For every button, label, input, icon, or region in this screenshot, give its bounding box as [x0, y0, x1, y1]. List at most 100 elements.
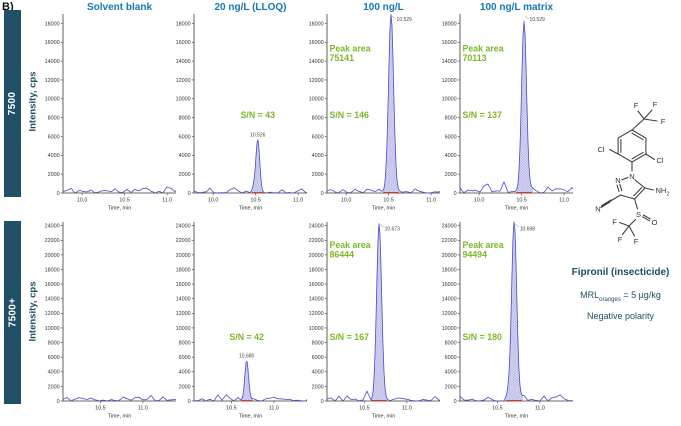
y-tick-label: 4000 — [445, 370, 457, 376]
x-axis-title: Time, min — [108, 206, 131, 212]
y-tick-label: 20000 — [309, 253, 324, 259]
peak-fill — [382, 14, 401, 194]
y-tick-label: 14000 — [442, 59, 457, 65]
atom-label-N: N — [615, 176, 620, 185]
y-tick-label: 0 — [57, 399, 60, 405]
sn-label: S/N = 180 — [463, 332, 502, 342]
y-tick-label: 2000 — [179, 384, 191, 390]
y-tick-label: 10000 — [45, 326, 60, 332]
x-tick-label: 10.0 — [208, 197, 219, 203]
panel-title-solvent-blank: Solvent blank — [86, 2, 152, 13]
compound-polarity: Negative polarity — [586, 311, 655, 321]
axis-frame — [193, 14, 307, 194]
y-tick-label: 16000 — [309, 282, 324, 288]
y-tick-label: 22000 — [176, 238, 191, 244]
rt-label: 10.529 — [397, 17, 413, 23]
y-tick-label: 10000 — [442, 326, 457, 332]
peak-area-label: 94494 — [463, 250, 488, 260]
mrl-prefix: MRL — [580, 290, 600, 300]
y-tick-label: 4000 — [312, 153, 324, 159]
mrl-subscript: oranges — [599, 296, 621, 303]
y-tick-label: 4000 — [179, 370, 191, 376]
x-tick-label: 11.0 — [426, 197, 436, 203]
x-axis-title: Time, min — [239, 414, 262, 420]
y-tick-label: 14000 — [45, 59, 60, 65]
chromatogram-7500plus-20ngL: 0 2000 4000 6000 8000 10000 12000 14000 16000 180… — [176, 222, 308, 420]
y-tick-label: 8000 — [179, 116, 191, 122]
peak-area-label: Peak area — [463, 240, 504, 250]
instrument-bar-7500plus: 7500+ — [4, 221, 21, 404]
chromatogram-7500plus-solvent-blank: 0 2000 4000 6000 8000 10000 12000 14000 16000 180… — [45, 222, 177, 420]
y-tick-label: 12000 — [442, 78, 457, 84]
y-tick-label: 14000 — [176, 297, 191, 303]
x-tick-label: 10.5 — [95, 405, 106, 411]
chromatogram-trace — [326, 223, 441, 402]
peak-area-label: 86444 — [330, 250, 355, 260]
chromatogram-trace — [326, 14, 441, 194]
panel-title-100ngL-matrix: 100 ng/L matrix — [479, 2, 554, 13]
peak-fill — [515, 21, 534, 194]
y-tick-label: 16000 — [309, 40, 324, 46]
y-tick-label: 12000 — [309, 78, 324, 84]
atom-label-Cl: Cl — [597, 145, 604, 154]
sn-label: S/N = 137 — [463, 110, 502, 120]
y-tick-label: 18000 — [442, 267, 457, 273]
panel-title-100ngL: 100 ng/L — [363, 2, 404, 13]
atom-label-N: N — [629, 172, 634, 181]
sn-label: S/N = 42 — [229, 332, 264, 342]
mrl-value: = 5 µg/kg — [620, 290, 661, 300]
y-tick-label: 14000 — [309, 59, 324, 65]
y-tick-label: 4000 — [48, 153, 60, 159]
y-tick-label: 2000 — [179, 172, 191, 178]
x-axis-title: Time, min — [372, 206, 395, 212]
y-tick-label: 8000 — [48, 116, 60, 122]
x-tick-label: 11.0 — [559, 197, 569, 203]
y-tick-label: 12000 — [176, 311, 191, 317]
y-tick-label: 4000 — [48, 370, 60, 376]
y-tick-label: 6000 — [312, 134, 324, 140]
x-axis-title: Time, min — [505, 414, 528, 420]
y-tick-label: 2000 — [312, 384, 324, 390]
peak-area-label: 70113 — [463, 53, 487, 63]
x-tick-label: 10.0 — [341, 197, 352, 203]
atom-label-Cl: Cl — [656, 156, 663, 165]
y-tick-label: 0 — [188, 191, 191, 197]
y-tick-label: 2000 — [48, 384, 60, 390]
chromatogram-7500plus-100ngL-matrix: 0 2000 4000 6000 8000 10000 12000 14000 16000 180… — [442, 221, 574, 420]
rt-leader-line — [379, 223, 384, 228]
rt-leader-line — [515, 223, 519, 228]
y-tick-label: 0 — [57, 191, 60, 197]
y-tick-label: 10000 — [309, 326, 324, 332]
y-tick-label: 16000 — [442, 40, 457, 46]
atom-label-F: F — [618, 235, 623, 244]
y-tick-label: 22000 — [309, 238, 324, 244]
instrument-bar-7500: 7500 — [4, 10, 21, 197]
rt-leader-line — [391, 15, 396, 20]
atom-label-O: O — [652, 218, 658, 227]
axis-frame — [326, 14, 440, 194]
y-tick-label: 12000 — [442, 311, 457, 317]
y-tick-label: 14000 — [45, 297, 60, 303]
y-tick-label: 6000 — [179, 355, 191, 361]
y-tick-label: 16000 — [176, 282, 191, 288]
y-tick-label: 10000 — [176, 97, 191, 103]
instrument-label: 7500+ — [7, 297, 18, 328]
rt-label: 10.680 — [239, 353, 255, 359]
sn-label: S/N = 43 — [241, 110, 276, 120]
x-axis-title: Time, min — [108, 414, 131, 420]
atom-label-N: N — [595, 205, 600, 214]
atom-label-S: S — [636, 210, 641, 219]
axis-frame — [62, 222, 176, 402]
atom-label-F: F — [634, 237, 639, 246]
y-tick-label: 20000 — [176, 253, 191, 259]
chromatogram-7500plus-100ngL: 0 2000 4000 6000 8000 10000 12000 14000 16000 180… — [309, 222, 441, 420]
x-tick-label: 10.5 — [359, 405, 370, 411]
compound-mrl: MRLoranges = 5 µg/kg — [560, 290, 681, 303]
x-tick-label: 10.0 — [474, 197, 485, 203]
y-tick-label: 0 — [321, 191, 324, 197]
atom-label-NH2: NH — [656, 186, 667, 195]
axis-frame — [62, 14, 176, 194]
y-tick-label: 6000 — [48, 355, 60, 361]
atom-label-F: F — [612, 218, 617, 227]
